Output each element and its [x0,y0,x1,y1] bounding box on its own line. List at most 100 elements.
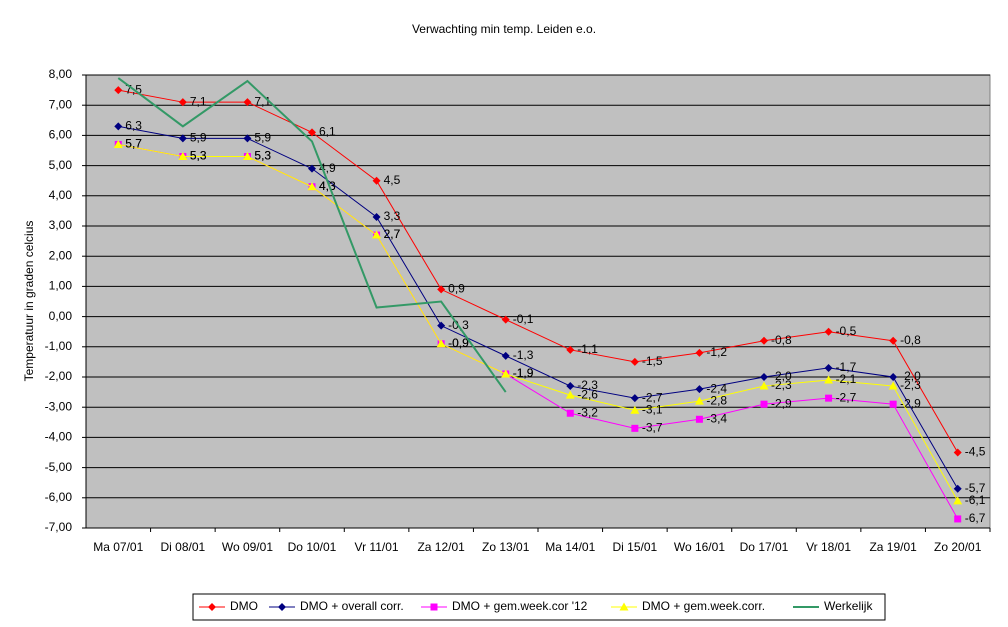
data-label: -1,7 [836,360,857,374]
legend-label: DMO + gem.week.corr. [642,599,765,613]
data-label: -1,9 [513,366,534,380]
x-tick-label: Di 08/01 [161,540,206,554]
marker [759,381,769,390]
marker [619,602,629,611]
marker [889,336,898,345]
y-tick-label: 4,00 [49,188,73,202]
y-tick-label: -1,00 [45,339,73,353]
data-label: -0,8 [900,333,921,347]
data-label: -3,4 [706,411,727,425]
marker [308,128,316,137]
x-tick-label: Ma 07/01 [93,540,143,554]
marker [760,336,768,345]
marker [114,86,123,95]
data-label: -2,0 [771,369,792,383]
legend [192,593,886,621]
data-label: -2,1 [836,372,857,386]
data-label: 5,7 [125,137,142,151]
marker [953,484,962,493]
marker [243,134,252,143]
x-tick-label: Za 12/01 [417,540,465,554]
data-label: -2,8 [706,393,727,407]
marker [308,164,316,173]
marker [242,152,252,161]
y-tick-label: 3,00 [49,218,73,232]
marker [501,351,510,360]
data-label: 4,5 [384,173,401,187]
data-label: -0,8 [771,333,792,347]
y-tick-label: 0,00 [49,309,73,323]
data-label: 4,3 [319,179,336,193]
data-label: -3,2 [577,405,598,419]
data-label: 2,7 [384,227,401,241]
y-tick-label: 2,00 [49,248,73,262]
series-line [118,89,959,453]
data-label: 5,7 [125,137,142,151]
marker [372,176,381,185]
y-tick-label: -2,00 [45,369,73,383]
y-tick-label: 1,00 [49,279,73,293]
marker [760,400,768,408]
y-tick-label: -3,00 [45,399,73,413]
data-label: -2,6 [577,387,598,401]
y-tick-label: 6,00 [49,128,73,142]
marker [695,415,703,423]
marker [178,98,187,107]
data-label: -3,1 [642,402,663,416]
data-label: -2,0 [900,369,921,383]
data-label: 5,3 [254,149,271,163]
y-tick-label: -7,00 [45,520,73,534]
x-tick-label: Do 10/01 [288,540,337,554]
data-label: 7,1 [190,94,207,108]
marker [566,345,575,354]
data-label: 0,9 [448,282,465,296]
x-tick-label: Wo 16/01 [674,540,725,554]
data-label: -2,3 [900,378,921,392]
marker [631,424,639,432]
x-tick-label: Zo 20/01 [934,540,982,554]
data-label: -0,9 [448,336,469,350]
marker [694,396,704,405]
marker [630,394,639,403]
data-label: 6,3 [125,119,142,133]
data-label: -1,5 [642,354,663,368]
data-label: 5,3 [254,149,271,163]
legend-label: Werkelijk [824,599,873,613]
marker [825,394,833,402]
marker [889,373,898,381]
data-label: 4,3 [319,179,336,193]
marker [888,381,898,390]
data-label: -1,3 [513,348,534,362]
data-label: 5,3 [190,149,207,163]
marker [695,385,704,394]
x-tick-label: Ma 14/01 [545,540,595,554]
y-tick-label: -5,00 [45,460,73,474]
y-tick-label: 5,00 [49,158,73,172]
marker [954,515,962,523]
data-label: -6,1 [965,493,986,507]
marker [178,152,188,161]
marker [372,212,381,221]
marker [501,369,511,378]
marker [436,339,446,348]
data-label: -2,3 [771,378,792,392]
data-label: -2,3 [577,378,598,392]
marker [824,327,833,336]
marker [565,390,575,399]
data-label: 5,9 [254,131,271,145]
data-label: 6,1 [319,125,336,139]
marker [566,382,575,391]
marker [953,496,963,505]
marker [824,375,834,384]
legend-label: DMO + gem.week.cor '12 [452,599,588,613]
marker [695,348,704,357]
x-tick-label: Vr 11/01 [355,540,399,554]
series-line [118,125,959,489]
marker [824,363,833,372]
marker [430,603,438,611]
x-tick-label: Vr 18/01 [806,540,851,554]
marker [889,400,897,408]
series-line [118,143,959,502]
marker [307,182,317,191]
